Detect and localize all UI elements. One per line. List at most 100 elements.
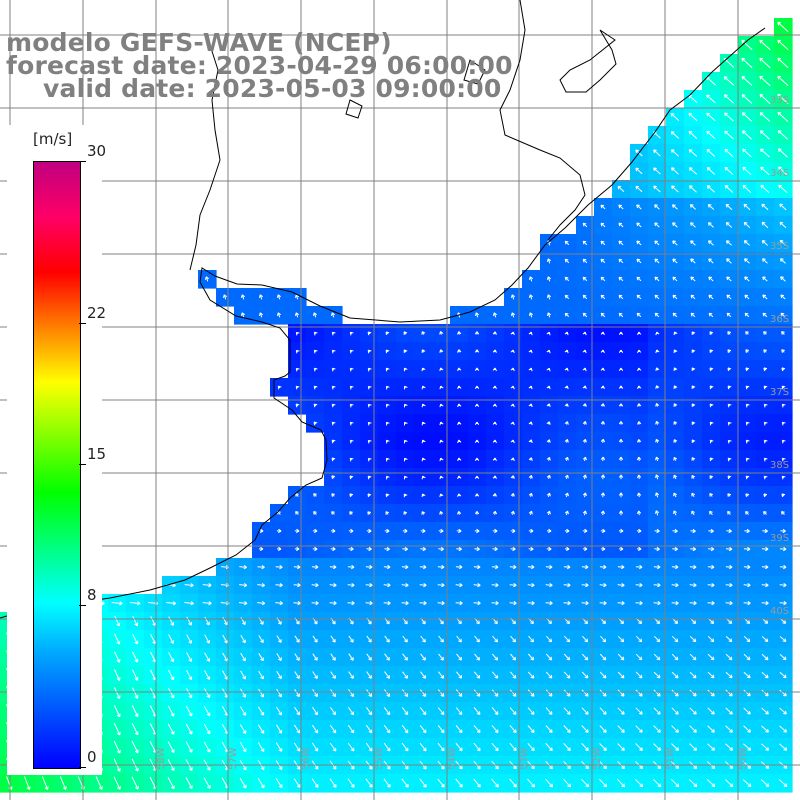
wind-arrow bbox=[437, 724, 445, 734]
wind-arrow bbox=[582, 222, 588, 228]
wind-arrow bbox=[599, 671, 607, 679]
wind-arrow bbox=[402, 546, 409, 552]
wind-arrow bbox=[780, 276, 786, 282]
wind-arrow bbox=[527, 689, 535, 697]
wind-arrow bbox=[545, 743, 553, 752]
wind-arrow bbox=[365, 564, 373, 570]
wind-arrow bbox=[510, 635, 516, 643]
wind-arrow bbox=[114, 651, 121, 663]
longitude-label: 56W bbox=[301, 747, 312, 770]
wind-arrow bbox=[689, 743, 697, 751]
wind-arrow bbox=[744, 294, 750, 300]
wind-arrow bbox=[528, 367, 533, 372]
wind-arrow bbox=[312, 312, 318, 318]
wind-arrow bbox=[456, 635, 462, 643]
wind-arrow bbox=[294, 706, 300, 716]
wind-arrow bbox=[688, 112, 698, 122]
wind-arrow bbox=[455, 582, 463, 588]
wind-arrow bbox=[527, 582, 535, 588]
wind-arrow bbox=[528, 403, 533, 408]
wind-arrow bbox=[564, 276, 570, 282]
wind-arrow bbox=[546, 276, 552, 282]
wind-arrow bbox=[600, 222, 606, 228]
wind-arrow bbox=[258, 312, 264, 318]
wind-arrow bbox=[545, 564, 553, 570]
wind-arrow bbox=[637, 331, 642, 336]
wind-arrow bbox=[202, 601, 212, 606]
wind-arrow bbox=[707, 743, 716, 751]
wind-arrow bbox=[185, 687, 193, 699]
wind-arrow bbox=[762, 294, 768, 300]
wind-arrow bbox=[727, 439, 732, 444]
wind-arrow bbox=[401, 564, 409, 570]
wind-arrow bbox=[691, 510, 695, 516]
wind-arrow bbox=[689, 689, 697, 697]
wind-arrow bbox=[600, 258, 606, 264]
wind-arrow bbox=[437, 689, 445, 697]
wind-arrow bbox=[184, 583, 194, 588]
wind-arrow bbox=[421, 475, 426, 480]
wind-arrow bbox=[366, 528, 372, 534]
wind-arrow bbox=[691, 403, 696, 408]
wind-arrow bbox=[671, 582, 679, 588]
wind-arrow bbox=[743, 743, 752, 751]
wind-arrow bbox=[492, 331, 497, 335]
wind-arrow bbox=[600, 240, 606, 246]
wind-arrow bbox=[167, 723, 175, 735]
wind-arrow bbox=[670, 149, 679, 157]
wind-arrow bbox=[276, 312, 282, 318]
wind-arrow bbox=[564, 528, 570, 534]
wind-arrow bbox=[421, 457, 426, 462]
wind-arrow bbox=[618, 222, 624, 228]
wind-arrow bbox=[725, 564, 733, 570]
wind-arrow bbox=[654, 528, 660, 534]
wind-arrow bbox=[727, 367, 732, 372]
wind-arrow bbox=[545, 707, 553, 715]
wind-arrow bbox=[203, 688, 211, 699]
wind-arrow bbox=[348, 671, 354, 679]
wind-arrow bbox=[402, 635, 408, 643]
wind-arrow bbox=[672, 546, 679, 552]
wind-arrow bbox=[347, 707, 355, 716]
wind-arrow bbox=[293, 724, 301, 734]
wind-arrow bbox=[563, 707, 571, 715]
wind-arrow bbox=[707, 601, 715, 606]
wind-arrow bbox=[743, 582, 751, 588]
longitude-label: 52W bbox=[592, 747, 603, 770]
wind-arrow bbox=[745, 385, 750, 390]
wind-arrow bbox=[384, 546, 390, 552]
wind-arrow bbox=[546, 258, 552, 264]
wind-arrow bbox=[546, 385, 551, 390]
wind-arrow bbox=[582, 349, 587, 354]
wind-arrow bbox=[132, 669, 139, 681]
wind-arrow bbox=[439, 403, 444, 408]
wind-arrow bbox=[113, 776, 121, 790]
wind-arrow bbox=[385, 367, 390, 372]
wind-arrow bbox=[781, 403, 786, 408]
wind-arrow bbox=[707, 564, 715, 570]
longitude-label: 51W bbox=[665, 747, 676, 770]
wind-arrow bbox=[258, 635, 264, 644]
wind-arrow bbox=[222, 294, 228, 300]
wind-arrow bbox=[618, 403, 624, 407]
wind-arrow bbox=[779, 725, 787, 733]
wind-arrow bbox=[510, 385, 515, 390]
wind-arrow bbox=[582, 528, 588, 534]
wind-arrow bbox=[760, 779, 770, 787]
wind-arrow bbox=[492, 385, 497, 390]
wind-arrow bbox=[294, 653, 300, 661]
wind-arrow bbox=[743, 636, 751, 643]
wind-arrow bbox=[599, 778, 608, 788]
wind-arrow bbox=[690, 528, 696, 534]
wind-arrow bbox=[238, 601, 248, 606]
colorbar-tick bbox=[79, 322, 86, 324]
wind-arrow bbox=[781, 439, 786, 444]
wind-arrow bbox=[599, 725, 607, 733]
wind-arrow bbox=[457, 457, 462, 462]
wind-arrow bbox=[654, 546, 660, 552]
wind-arrow bbox=[222, 616, 228, 626]
wind-arrow bbox=[706, 167, 716, 175]
wind-arrow bbox=[780, 294, 786, 300]
colorbar-gradient bbox=[33, 161, 81, 769]
wind-arrow bbox=[365, 582, 373, 588]
